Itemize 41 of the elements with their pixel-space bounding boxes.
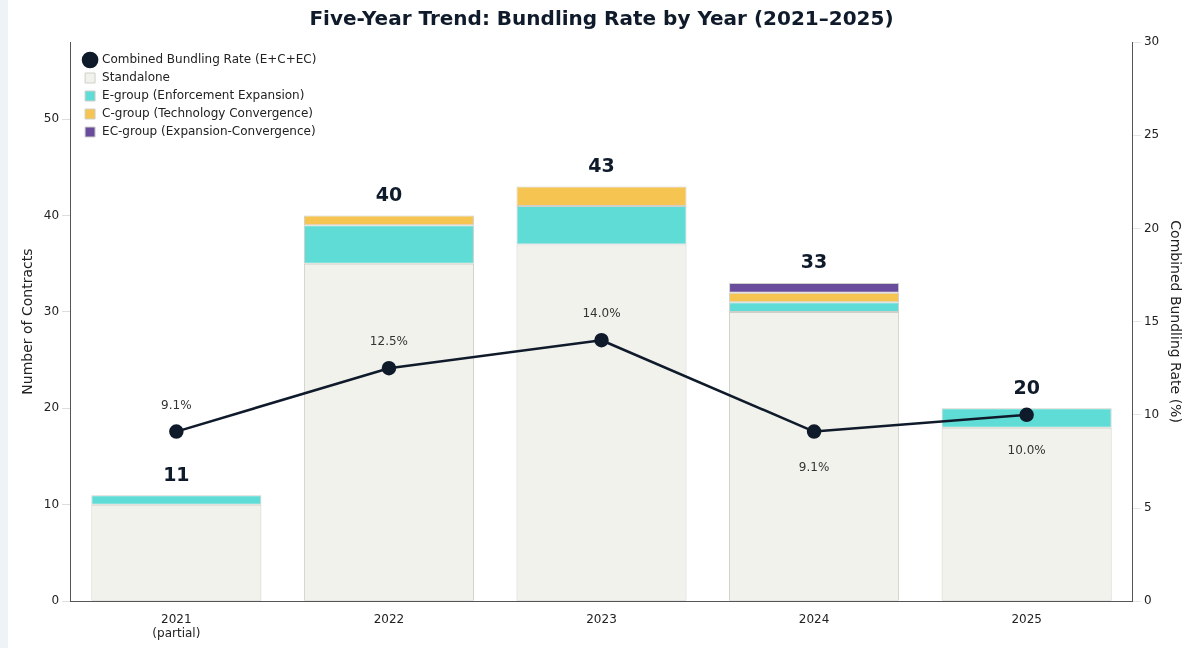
data-label: 9.1% [798, 459, 830, 474]
y2-tick-label: 0 [1143, 593, 1152, 608]
y-tick-label: 20 [43, 400, 60, 415]
x-tick-label: 2022 [373, 611, 405, 626]
y2-tick-label: 30 [1143, 34, 1160, 49]
y-axis-title: Number of Contracts [19, 248, 36, 395]
total-label: 20 [1013, 375, 1040, 398]
total-label: 40 [375, 182, 403, 205]
y-tick-label: 30 [43, 304, 60, 319]
point [806, 424, 822, 439]
y-tick-label: 40 [43, 207, 60, 222]
total-label: 11 [163, 462, 190, 485]
data-label: 12.5% [369, 334, 408, 349]
y2-tick-label: 10 [1143, 406, 1160, 421]
x-tick-label: 2025 [1011, 611, 1042, 626]
legend-label: EC-group (Expansion-Convergence) [102, 124, 316, 139]
data-label: 14.0% [582, 306, 621, 321]
y2-axis-title: Combined Bundling Rate (%) [1167, 220, 1184, 423]
y-tick-label: 50 [43, 111, 60, 126]
point [594, 332, 609, 348]
y2-tick-label: 25 [1143, 127, 1160, 142]
chart-title: Five-Year Trend: Bundling Rate by Year (2021–2025) [309, 6, 894, 31]
data-label: 10.0% [1007, 442, 1046, 457]
legend-label: Standalone [102, 70, 170, 85]
point [169, 424, 184, 439]
total-label: 33 [800, 250, 828, 273]
y2-tick-label: 5 [1143, 500, 1152, 515]
legend-label: C-group (Technology Convergence) [102, 106, 313, 121]
y-tick-label: 10 [43, 496, 60, 511]
point [1019, 407, 1034, 423]
x-tick-label: 2023 [586, 611, 617, 626]
total-label: 43 [588, 154, 615, 177]
x-tick-label: 2021 (partial) [152, 611, 201, 640]
y2-tick-label: 20 [1143, 220, 1160, 235]
y2-tick-label: 15 [1143, 313, 1160, 328]
legend-label: Combined Bundling Rate (E+C+EC) [102, 52, 317, 67]
legend-label: E-group (Enforcement Expansion) [102, 88, 305, 103]
x-tick-label: 2024 [798, 611, 830, 626]
y-tick-label: 0 [51, 593, 60, 608]
data-label: 9.1% [161, 397, 192, 412]
point [381, 360, 397, 376]
